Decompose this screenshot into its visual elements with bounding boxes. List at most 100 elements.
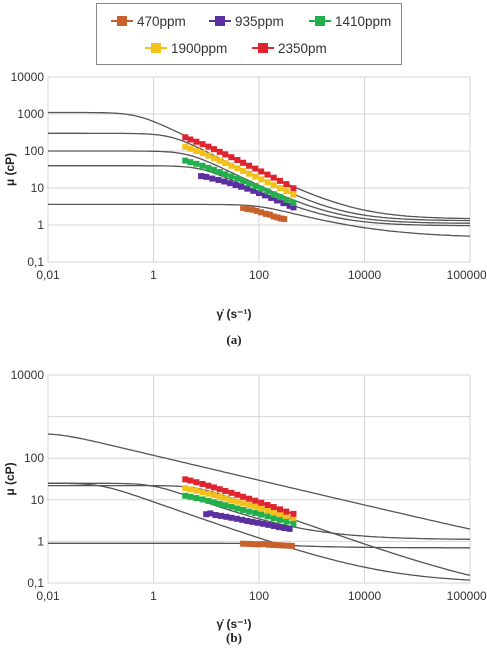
data-point	[203, 511, 210, 518]
data-point	[252, 183, 259, 190]
data-point	[276, 524, 283, 531]
data-point	[199, 480, 206, 487]
data-point	[234, 175, 241, 182]
data-point	[209, 175, 216, 182]
data-point	[222, 171, 229, 178]
data-point	[239, 516, 246, 523]
data-point	[283, 512, 290, 519]
data-point	[210, 146, 217, 153]
data-point	[182, 134, 189, 141]
data-point	[276, 194, 283, 201]
x-tick-label: 0,01	[36, 589, 60, 603]
data-point	[199, 150, 206, 157]
x-tick-label: 100	[249, 268, 269, 282]
data-point	[222, 151, 229, 158]
panel-label: (b)	[226, 630, 242, 645]
data-point	[258, 209, 265, 216]
legend-label: 1410ppm	[335, 13, 392, 29]
data-point	[250, 187, 257, 194]
x-tick-label: 0,01	[36, 268, 60, 282]
y-axis-label: μ (cP)	[3, 462, 17, 495]
data-point	[290, 520, 297, 527]
data-point	[210, 484, 217, 491]
data-point	[221, 178, 228, 185]
fit-curve	[48, 482, 471, 581]
data-point	[258, 176, 265, 183]
data-point	[262, 192, 269, 199]
data-point	[203, 173, 210, 180]
data-point	[205, 143, 212, 150]
data-point	[193, 479, 200, 486]
data-point	[205, 490, 212, 497]
data-point	[258, 185, 265, 192]
data-point	[210, 155, 217, 162]
data-point	[252, 497, 259, 504]
data-point	[258, 505, 265, 512]
x-tick-label: 10000	[348, 589, 382, 603]
data-point	[244, 517, 251, 524]
data-point	[270, 191, 277, 198]
data-point	[240, 493, 247, 500]
data-point	[193, 148, 200, 154]
data-point	[258, 511, 265, 518]
data-point	[199, 496, 206, 503]
data-point	[270, 174, 277, 181]
data-point	[290, 199, 297, 206]
legend-item: 2350pm	[252, 39, 327, 57]
data-point	[205, 482, 212, 489]
legend-item: 470ppm	[111, 12, 186, 30]
data-point	[264, 507, 271, 514]
data-point	[234, 505, 241, 512]
data-point	[246, 501, 253, 508]
data-point	[228, 173, 235, 180]
data-point	[216, 493, 223, 500]
data-point	[187, 136, 194, 143]
data-point	[246, 180, 253, 187]
data-point	[290, 185, 297, 192]
y-tick-label: 10000	[11, 368, 45, 382]
data-point	[234, 498, 241, 505]
data-point	[256, 541, 262, 548]
data-point	[286, 202, 293, 209]
panel-label: (a)	[226, 332, 241, 347]
data-point	[182, 492, 189, 499]
data-point	[205, 497, 212, 504]
data-point	[277, 215, 284, 222]
data-point	[261, 541, 268, 548]
data-point	[290, 191, 297, 198]
data-point	[198, 173, 205, 180]
data-point	[234, 491, 241, 498]
data-point	[187, 477, 194, 484]
legend-label: 1900ppm	[171, 40, 228, 56]
legend-label: 935ppm	[235, 13, 284, 29]
legend-item: 1900ppm	[145, 39, 227, 57]
data-point	[246, 170, 253, 177]
data-point	[216, 148, 223, 155]
data-point	[226, 180, 233, 187]
data-point	[276, 185, 283, 192]
y-tick-label: 1000	[17, 107, 44, 121]
data-point	[240, 204, 247, 211]
data-point	[270, 509, 277, 516]
data-point	[193, 138, 200, 145]
data-point	[228, 497, 235, 504]
data-point	[182, 476, 189, 483]
data-point	[212, 512, 219, 519]
data-point	[222, 502, 229, 509]
y-tick-label: 1	[37, 218, 44, 232]
data-point	[270, 504, 277, 511]
x-axis-label: γ̇ (s⁻¹)	[216, 617, 251, 631]
data-point	[240, 500, 247, 507]
data-point	[205, 164, 212, 171]
data-point	[258, 499, 265, 506]
data-point	[210, 492, 217, 499]
data-point	[205, 152, 212, 159]
data-point	[233, 515, 240, 522]
data-point	[252, 503, 259, 510]
data-point	[244, 206, 251, 213]
data-point	[249, 206, 256, 213]
data-point	[268, 194, 275, 201]
data-point	[215, 176, 222, 183]
data-point	[228, 489, 235, 496]
